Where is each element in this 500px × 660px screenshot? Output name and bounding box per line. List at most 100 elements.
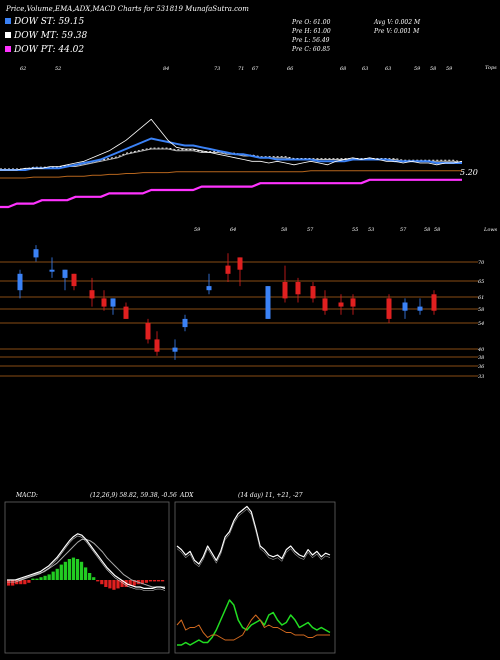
legend-swatch-mt: [5, 32, 11, 38]
candle-body: [237, 257, 243, 270]
top-number: 66: [287, 66, 294, 72]
legend-swatch-st: [5, 18, 11, 24]
macd-hist-bar: [51, 571, 55, 580]
macd-hist-bar: [83, 567, 88, 580]
candle-body: [282, 282, 288, 299]
level-label: 58: [478, 307, 484, 313]
macd-hist-bar: [27, 580, 31, 583]
candle-body: [49, 269, 55, 272]
macd-hist-bar: [148, 580, 153, 582]
macd-title: MACD:: [15, 492, 38, 499]
low-number: 53: [368, 227, 374, 233]
level-label: 54: [478, 321, 484, 327]
top-number: 84: [163, 66, 169, 72]
low-number: 58: [281, 227, 287, 233]
level-label: 40: [477, 347, 485, 353]
adx-values: (14 day) 11, +21, -27: [238, 492, 303, 499]
candle-body: [206, 286, 212, 291]
stat-pre-volume: Pre V: 0.001 M: [373, 28, 420, 35]
candle-body: [386, 298, 392, 319]
low-number: 58: [434, 227, 440, 233]
top-number: 71: [238, 66, 244, 72]
macd-hist-bar: [92, 577, 96, 580]
macd-line-shadow: [7, 535, 166, 591]
macd-hist-bar: [116, 580, 120, 589]
level-label: 36: [478, 364, 485, 370]
macd-hist-bar: [11, 580, 15, 586]
ema-st-line: [0, 137, 462, 171]
candle-body: [62, 269, 68, 278]
adx-plus-di-line: [177, 599, 331, 646]
low-number: 55: [352, 227, 358, 233]
legend-st: DOW ST: 59.15: [5, 17, 84, 27]
candle-body: [101, 298, 107, 307]
candle-body: [71, 273, 77, 287]
macd-hist-bar: [104, 580, 108, 587]
macd-hist-bar: [140, 580, 144, 585]
ema-value-label: 5.20: [460, 168, 478, 177]
macd-hist-bar: [128, 580, 132, 586]
macd-hist-bar: [75, 559, 80, 580]
top-number: 59: [414, 66, 421, 72]
stat-pre-high: Pre H: 61.00: [291, 28, 331, 35]
page-title: Price,Volume,EMA,ADX,MACD Charts for 531…: [5, 5, 249, 13]
macd-hist-bar: [15, 580, 19, 585]
level-label: 61: [478, 295, 484, 301]
macd-hist-bar: [47, 574, 51, 580]
adx-line-shadow: [176, 508, 331, 568]
tops-label: Tops: [485, 65, 497, 71]
level-label: 70: [478, 260, 485, 266]
legend-pt: DOW PT: 44.02: [5, 45, 84, 55]
macd-frame: [4, 501, 170, 654]
adx-header: ADX (14 day) 11, +21, -27: [179, 492, 303, 499]
macd-hist-bar: [31, 578, 35, 580]
top-number: 52: [55, 66, 61, 72]
macd-hist-bar: [112, 580, 116, 590]
candle-body: [154, 339, 160, 352]
macd-hist-bar: [88, 573, 92, 580]
candle-body: [110, 298, 116, 307]
macd-header: MACD: (12,26,9) 58.82, 59.38, -0.56: [15, 492, 177, 499]
candle-body: [89, 290, 95, 299]
macd-line: [7, 533, 166, 590]
level-label: 33: [478, 374, 484, 380]
top-number: 67: [252, 66, 259, 72]
low-number: 58: [424, 227, 430, 233]
macd-hist-bar: [79, 561, 84, 580]
macd-hist-bar: [132, 580, 136, 586]
candle-body: [172, 347, 178, 352]
macd-hist-bar: [23, 580, 27, 585]
candle-body: [295, 282, 301, 295]
price-panel: Lows 70 65 61 58 54 40 38 36 33 59 64 58 57 55 53 57 58 5…: [0, 227, 498, 380]
top-number: 58: [430, 66, 436, 72]
macd-hist-bar: [108, 580, 112, 589]
macd-hist-bar: [152, 580, 157, 582]
adx-minus-di-line: [176, 614, 330, 641]
macd-hist-bar: [67, 559, 72, 580]
candle-body: [145, 323, 151, 340]
top-number: 73: [214, 66, 220, 72]
stat-avg-volume: Avg V: 0.002 M: [373, 19, 421, 26]
price-line: [0, 118, 463, 171]
candle-body: [17, 273, 23, 291]
ema-panel: Tops 5.20 62 52 84 73 71 67 66 68 63 63 59 58 59: [0, 65, 497, 209]
candle-body: [182, 318, 188, 328]
adx-frame: [174, 501, 336, 654]
macd-hist-bar: [39, 577, 43, 580]
candle-body: [322, 298, 328, 311]
stat-pre-open: Pre O: 61.00: [291, 19, 331, 26]
candle-body: [225, 265, 231, 274]
stat-pre-close: Pre C: 60.85: [291, 46, 330, 53]
macd-hist-bar: [96, 580, 100, 582]
macd-hist-bar: [100, 580, 104, 585]
low-number: 57: [400, 227, 407, 233]
candle-body: [123, 306, 129, 319]
stat-pre-low: Pre L: 56.49: [291, 37, 330, 44]
macd-hist-bar: [35, 578, 39, 580]
top-number: 68: [340, 66, 346, 72]
legend-label-st: DOW ST: 59.15: [13, 17, 84, 27]
top-number: 63: [362, 66, 368, 72]
macd-hist-bar: [43, 575, 47, 580]
candle-body: [431, 294, 437, 311]
